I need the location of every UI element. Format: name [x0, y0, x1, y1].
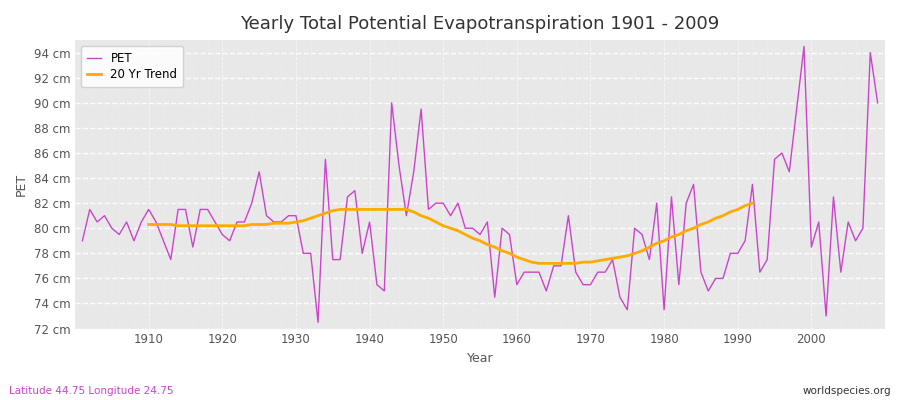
20 Yr Trend: [180, 223, 191, 228]
20 Yr Trend: [504, 251, 515, 256]
Line: PET: PET: [83, 46, 878, 322]
20 Yr Trend: [268, 221, 279, 226]
PET: [312, 320, 323, 325]
Legend: PET, 20 Yr Trend: PET, 20 Yr Trend: [81, 46, 184, 87]
PET: [298, 251, 309, 256]
PET: [349, 188, 360, 193]
Text: Latitude 44.75 Longitude 24.75: Latitude 44.75 Longitude 24.75: [9, 386, 174, 396]
PET: [798, 44, 809, 49]
Y-axis label: PET: PET: [15, 173, 28, 196]
20 Yr Trend: [534, 261, 544, 266]
20 Yr Trend: [622, 254, 633, 258]
20 Yr Trend: [747, 201, 758, 206]
20 Yr Trend: [143, 222, 154, 227]
PET: [511, 282, 522, 287]
20 Yr Trend: [585, 260, 596, 264]
Title: Yearly Total Potential Evapotranspiration 1901 - 2009: Yearly Total Potential Evapotranspiratio…: [240, 15, 720, 33]
PET: [608, 257, 618, 262]
PET: [136, 220, 147, 224]
20 Yr Trend: [231, 223, 242, 228]
Text: worldspecies.org: worldspecies.org: [803, 386, 891, 396]
PET: [518, 270, 529, 274]
PET: [77, 238, 88, 243]
PET: [872, 100, 883, 105]
X-axis label: Year: Year: [467, 352, 493, 365]
Line: 20 Yr Trend: 20 Yr Trend: [148, 203, 752, 263]
